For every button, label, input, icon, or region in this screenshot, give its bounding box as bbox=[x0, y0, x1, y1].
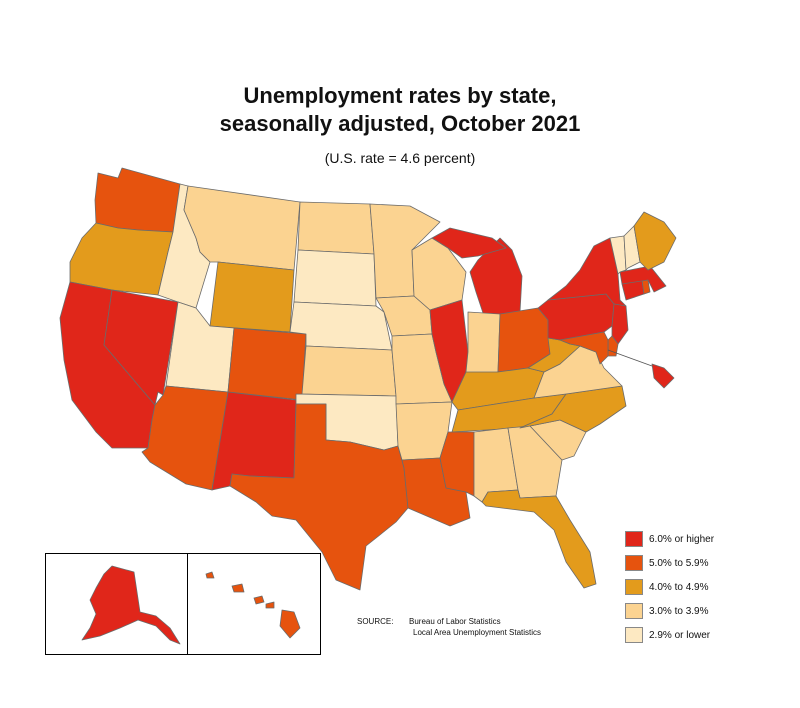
state-wy[interactable] bbox=[209, 261, 295, 333]
legend-item: 4.0% to 4.9% bbox=[625, 575, 714, 599]
hawaii-inset-frame bbox=[187, 553, 321, 655]
state-nh[interactable] bbox=[623, 225, 641, 271]
state-mi-upper[interactable] bbox=[431, 227, 507, 259]
legend-item: 3.0% to 3.9% bbox=[625, 599, 714, 623]
state-me[interactable] bbox=[633, 211, 677, 271]
state-dc[interactable] bbox=[651, 363, 675, 389]
state-nj[interactable] bbox=[611, 303, 629, 345]
legend-swatch bbox=[625, 531, 643, 547]
source-note: SOURCE: Bureau of Labor Statistics Local … bbox=[357, 616, 541, 638]
state-hi-1[interactable] bbox=[205, 571, 215, 579]
legend-label: 5.0% to 5.9% bbox=[649, 557, 709, 569]
state-ak[interactable] bbox=[81, 565, 181, 645]
map-title-line1: Unemployment rates by state, bbox=[243, 83, 557, 108]
state-wa[interactable] bbox=[94, 167, 181, 233]
state-hi-5[interactable] bbox=[279, 609, 301, 639]
state-mt[interactable] bbox=[183, 185, 301, 271]
state-vt[interactable] bbox=[609, 235, 627, 275]
state-fl[interactable] bbox=[481, 489, 597, 589]
state-md[interactable] bbox=[559, 331, 609, 365]
source-line2: Local Area Unemployment Statistics bbox=[413, 628, 542, 637]
legend-item: 6.0% or higher bbox=[625, 527, 714, 551]
state-hi-4[interactable] bbox=[265, 601, 275, 609]
legend-label: 6.0% or higher bbox=[649, 533, 715, 545]
state-or[interactable] bbox=[69, 222, 174, 296]
legend-swatch bbox=[625, 555, 643, 571]
legend-swatch bbox=[625, 603, 643, 619]
state-tx[interactable] bbox=[229, 403, 409, 591]
legend-item: 2.9% or lower bbox=[625, 623, 714, 647]
state-hi-3[interactable] bbox=[253, 595, 265, 605]
source-label: SOURCE: bbox=[357, 617, 394, 626]
legend-item: 5.0% to 5.9% bbox=[625, 551, 714, 575]
legend-swatch bbox=[625, 627, 643, 643]
map-subtitle: (U.S. rate = 4.6 percent) bbox=[324, 150, 476, 166]
state-ks[interactable] bbox=[301, 345, 397, 397]
state-hi-2[interactable] bbox=[231, 583, 245, 593]
legend: 6.0% or higher 5.0% to 5.9% 4.0% to 4.9%… bbox=[625, 527, 714, 647]
map-title-line2: seasonally adjusted, October 2021 bbox=[219, 111, 581, 136]
legend-swatch bbox=[625, 579, 643, 595]
source-line1: Bureau of Labor Statistics bbox=[409, 617, 501, 626]
state-sd[interactable] bbox=[293, 249, 377, 307]
state-in[interactable] bbox=[465, 311, 501, 379]
alaska-inset-frame bbox=[45, 553, 188, 655]
state-co[interactable] bbox=[227, 327, 307, 401]
legend-label: 3.0% to 3.9% bbox=[649, 605, 709, 617]
legend-label: 2.9% or lower bbox=[649, 629, 711, 641]
state-nd[interactable] bbox=[297, 201, 375, 255]
legend-label: 4.0% to 4.9% bbox=[649, 581, 709, 593]
